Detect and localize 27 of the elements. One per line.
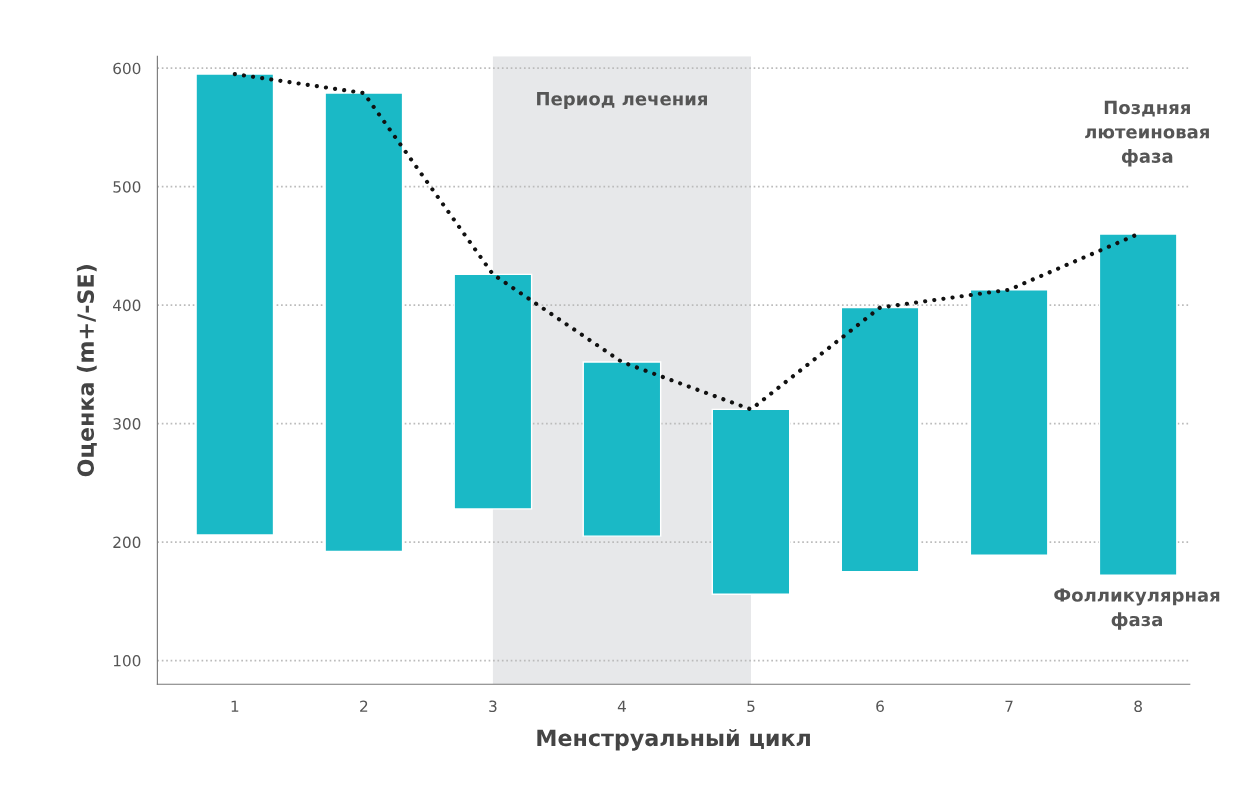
bar: [582, 361, 662, 537]
y-tick-label: 300: [113, 418, 141, 430]
y-tick-label: 600: [113, 62, 141, 75]
y-tick-label: 500: [113, 181, 141, 193]
y-tick-label: 100: [113, 655, 141, 667]
bar: [195, 73, 275, 536]
band-label: Период лечения: [537, 92, 707, 110]
bar: [969, 289, 1049, 556]
x-tick-label: 6: [876, 700, 884, 713]
y-axis-title: Оценка (m+/-SE): [76, 265, 97, 477]
bar: [840, 306, 920, 573]
bar: [711, 408, 791, 595]
x-axis-title: Менструальный цикл: [537, 728, 810, 751]
x-tick-label: 2: [360, 700, 368, 712]
bar: [324, 92, 404, 553]
y-tick-label: 200: [113, 536, 141, 549]
bar: [453, 273, 533, 510]
x-tick-label: 8: [1134, 700, 1142, 713]
x-tick-label: 5: [747, 700, 755, 713]
x-tick-label: 4: [617, 700, 626, 712]
y-tick-label: 400: [112, 299, 141, 312]
x-tick-label: 7: [1005, 700, 1013, 712]
annotation: Фолликулярная фаза: [1054, 588, 1220, 630]
annotation: Поздняя лютеиновая фаза: [1085, 100, 1209, 167]
x-tick-label: 1: [231, 700, 239, 712]
bar: [1098, 233, 1178, 576]
x-tick-label: 3: [489, 700, 497, 713]
